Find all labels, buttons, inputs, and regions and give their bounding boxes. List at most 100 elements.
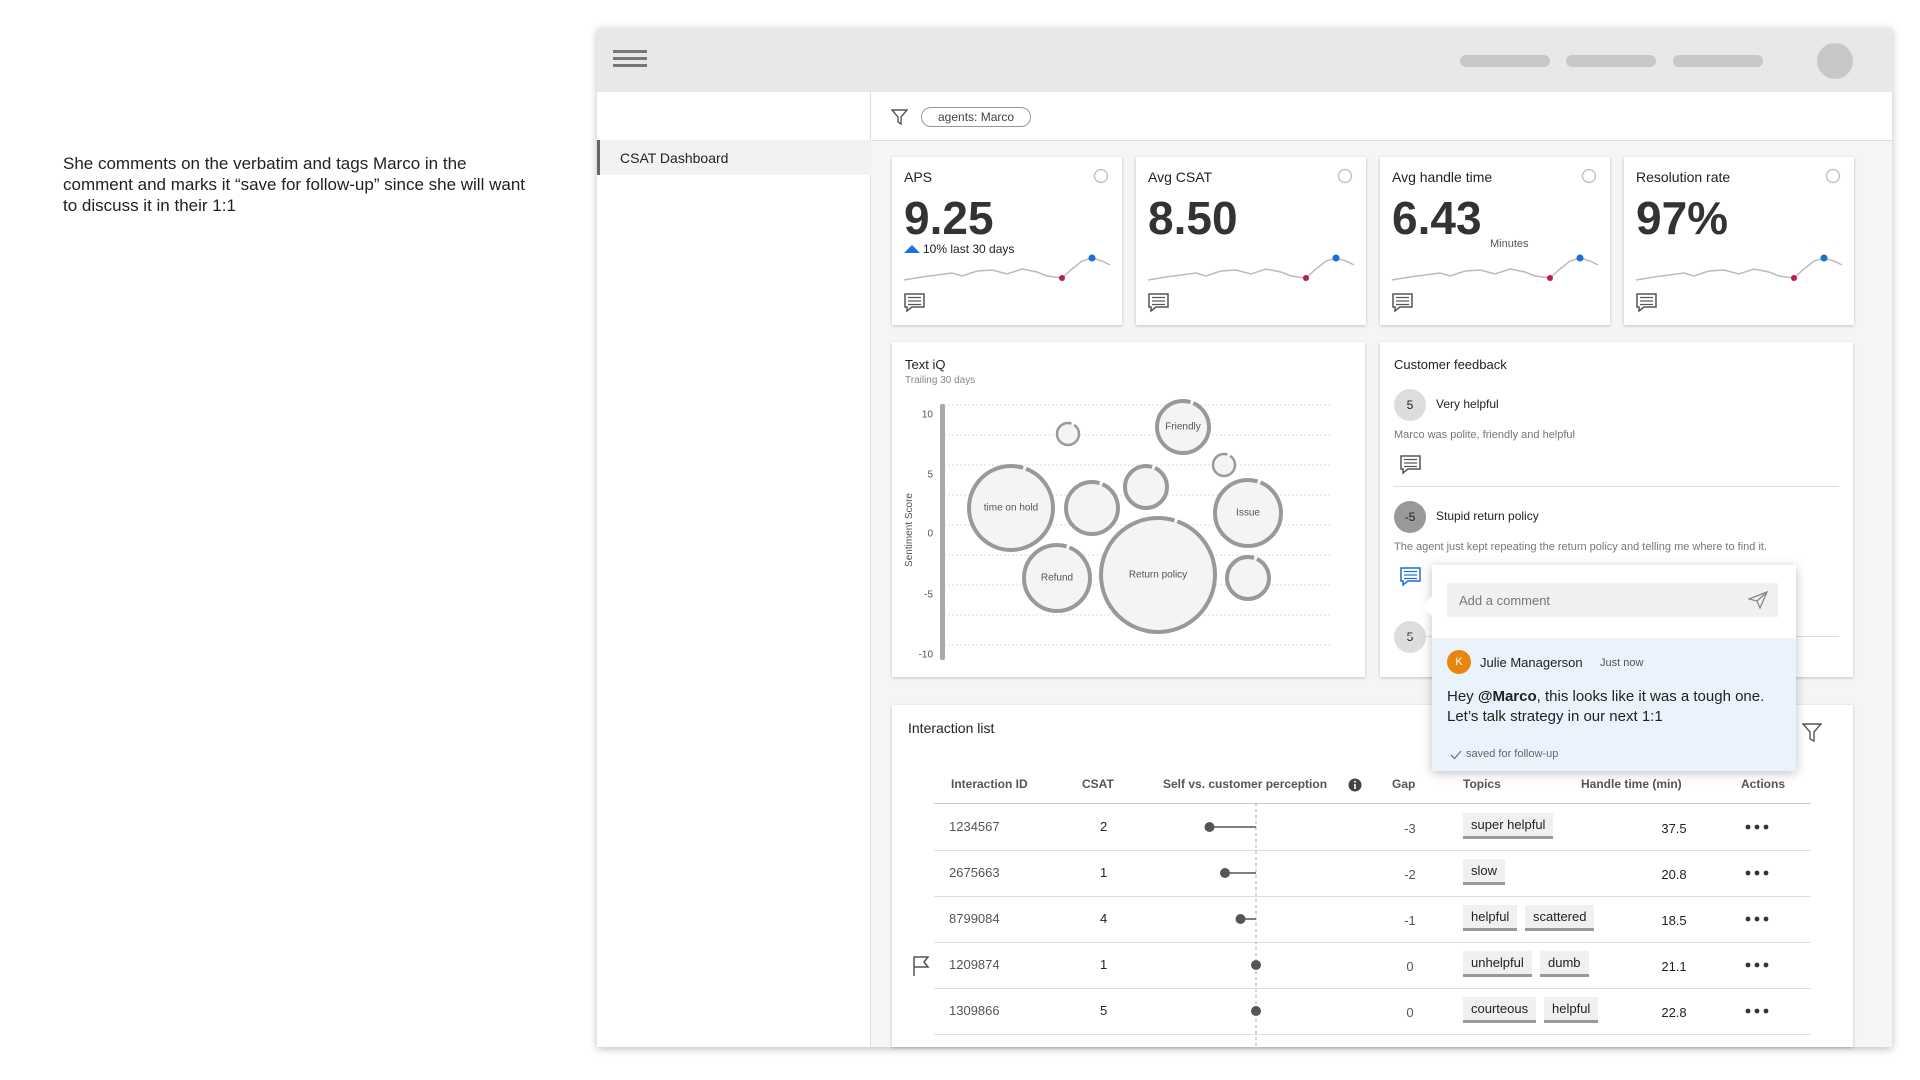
actions-menu[interactable]	[1744, 869, 1770, 877]
avatar[interactable]	[1817, 43, 1853, 79]
nav-placeholder[interactable]	[1566, 55, 1656, 67]
table-filter-icon[interactable]	[1802, 723, 1822, 743]
comment-icon-shape	[1400, 567, 1421, 587]
column-header: Gap	[1392, 777, 1416, 791]
bubble[interactable]	[1022, 543, 1092, 613]
score-badge: 5	[1394, 621, 1426, 653]
y-tick-label: 5	[927, 470, 933, 481]
handle-time: 22.8	[1661, 1005, 1687, 1020]
send-icon[interactable]	[1748, 591, 1768, 609]
actions-dot	[1763, 1008, 1769, 1014]
feedback-text: The agent just kept repeating the return…	[1394, 541, 1767, 553]
check-shape	[1450, 750, 1462, 760]
feedback-text: Marco was polite, friendly and helpful	[1394, 429, 1575, 441]
flag-icon[interactable]	[912, 955, 932, 977]
comment-icon[interactable]	[904, 293, 926, 313]
score-badge: -5	[1394, 501, 1426, 533]
kpi-select[interactable]	[1581, 168, 1597, 184]
column-header: Interaction ID	[951, 777, 1028, 791]
actions-menu[interactable]	[1744, 915, 1770, 923]
comment-icon[interactable]	[1392, 293, 1414, 313]
topic-tag[interactable]: helpful	[1463, 905, 1518, 931]
sidebar-item-label: CSAT Dashboard	[620, 150, 729, 166]
kpi-label: APS	[904, 169, 933, 185]
comment-icon-shape	[1148, 293, 1169, 313]
interaction-title: Interaction list	[908, 720, 995, 736]
sparkline-high	[1820, 254, 1828, 262]
divider	[1394, 486, 1839, 487]
kpi-card: Avg CSAT 8.50	[1136, 157, 1366, 325]
radio-circle	[1337, 168, 1353, 184]
y-axis-bar	[940, 404, 945, 660]
kpi-select[interactable]	[1337, 168, 1353, 184]
bubble[interactable]	[1123, 464, 1169, 510]
sparkline-low	[1303, 275, 1309, 281]
sidebar-item[interactable]: CSAT Dashboard	[597, 140, 873, 175]
kpi-select[interactable]	[1825, 168, 1841, 184]
topic-tag[interactable]: helpful	[1544, 997, 1599, 1023]
bubble[interactable]	[1211, 452, 1237, 478]
annotation: She comments on the verbatim and tags Ma…	[63, 154, 525, 215]
topic-tag[interactable]: unhelpful	[1463, 951, 1532, 977]
info-bar	[1354, 784, 1356, 789]
interaction-id: 8799084	[949, 911, 1000, 926]
bubble[interactable]	[1099, 516, 1217, 634]
row-line	[934, 988, 1811, 989]
gap-dot	[1220, 868, 1230, 878]
textiq-card: Text iQ Trailing 30 days 10 5 0 -5 -10 Sentimen…	[892, 342, 1365, 677]
kpi-select[interactable]	[1093, 168, 1109, 184]
bubble[interactable]	[1155, 399, 1211, 455]
header-bar	[597, 28, 1892, 92]
actions-dot	[1754, 1008, 1760, 1014]
topic-tag[interactable]: super helpful	[1463, 813, 1554, 839]
topic-tag[interactable]: dumb	[1540, 951, 1589, 977]
topic-tag[interactable]: scattered	[1525, 905, 1595, 931]
topic-tag[interactable]: courteous	[1463, 997, 1537, 1023]
kpi-value: 97%	[1636, 192, 1729, 244]
topic-tag[interactable]: slow	[1463, 859, 1506, 885]
actions-dot	[1763, 824, 1769, 830]
textiq-subtitle: Trailing 30 days	[905, 375, 976, 386]
nav-placeholder[interactable]	[1460, 55, 1550, 67]
comment-icon[interactable]	[1400, 567, 1422, 587]
textiq-title: Text iQ	[905, 357, 946, 372]
bubble[interactable]	[967, 464, 1055, 552]
comment-input[interactable]: Add a comment	[1447, 583, 1778, 617]
comment-icon[interactable]	[1400, 455, 1422, 475]
comment-icon[interactable]	[1148, 293, 1170, 313]
sparkline-line	[1147, 257, 1355, 281]
gap-value: -1	[1404, 913, 1416, 928]
bubble[interactable]	[1064, 480, 1120, 536]
y-tick-label: -5	[924, 590, 933, 601]
filter-icon[interactable]	[891, 109, 908, 125]
comment-time: Just now	[1600, 657, 1644, 669]
actions-menu[interactable]	[1744, 1007, 1770, 1015]
actions-dot	[1745, 870, 1751, 876]
gap-dot	[1251, 960, 1261, 970]
filter-chip[interactable]: agents: Marco	[921, 107, 1032, 127]
bubble-label: Refund	[1041, 573, 1073, 584]
mention[interactable]: @Marco	[1477, 688, 1537, 705]
csat-value: 5	[1100, 1003, 1108, 1018]
kpi-unit: Minutes	[1490, 238, 1529, 250]
kpi-card: Avg handle time 6.43 Minutes	[1380, 157, 1610, 325]
menu-icon[interactable]	[613, 50, 647, 70]
comment-popup: Add a comment K Julie Managerson Just now He…	[1432, 565, 1796, 771]
bubble[interactable]	[1055, 421, 1081, 447]
interaction-id: 1234567	[949, 819, 1000, 834]
header-line	[934, 803, 1811, 804]
check-icon	[1450, 750, 1462, 760]
actions-menu[interactable]	[1744, 961, 1770, 969]
comment-icon[interactable]	[1636, 293, 1658, 313]
bubble[interactable]	[1213, 478, 1283, 548]
actions-dot	[1745, 962, 1751, 968]
radio-circle	[1093, 168, 1109, 184]
y-tick-label: 10	[922, 410, 934, 421]
actions-menu[interactable]	[1744, 823, 1770, 831]
info-icon[interactable]	[1348, 778, 1362, 792]
sparkline-line	[1635, 257, 1843, 281]
bubble[interactable]	[1225, 555, 1271, 601]
nav-placeholder[interactable]	[1673, 55, 1763, 67]
kpi-value: 8.50	[1148, 192, 1238, 244]
